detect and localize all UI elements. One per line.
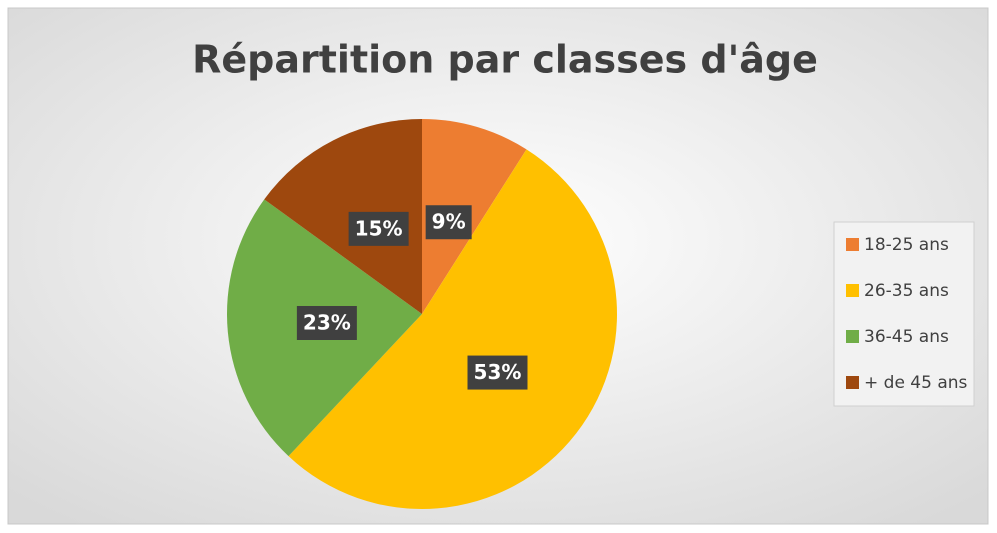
pie-slice xyxy=(288,149,617,509)
legend-label: 18-25 ans xyxy=(864,235,949,255)
data-label: 53% xyxy=(474,360,522,384)
data-label: 9% xyxy=(432,210,466,234)
legend-swatch xyxy=(846,284,859,297)
legend xyxy=(833,221,975,407)
data-label-box xyxy=(296,305,357,340)
legend-swatch xyxy=(846,376,859,389)
legend-label: 26-35 ans xyxy=(864,281,949,301)
legend-label: 36-45 ans xyxy=(864,327,949,347)
data-label-box xyxy=(467,355,528,390)
data-label-box xyxy=(348,211,409,246)
data-label-box xyxy=(425,205,472,240)
data-label: 15% xyxy=(355,216,403,240)
pie-slice xyxy=(422,119,527,314)
chart-title: Répartition par classes d'âge xyxy=(192,38,818,82)
legend-swatch xyxy=(846,330,859,343)
pie-slice xyxy=(264,119,422,314)
legend-swatch xyxy=(846,238,859,251)
data-label: 23% xyxy=(303,310,351,334)
legend-label: + de 45 ans xyxy=(864,373,968,393)
